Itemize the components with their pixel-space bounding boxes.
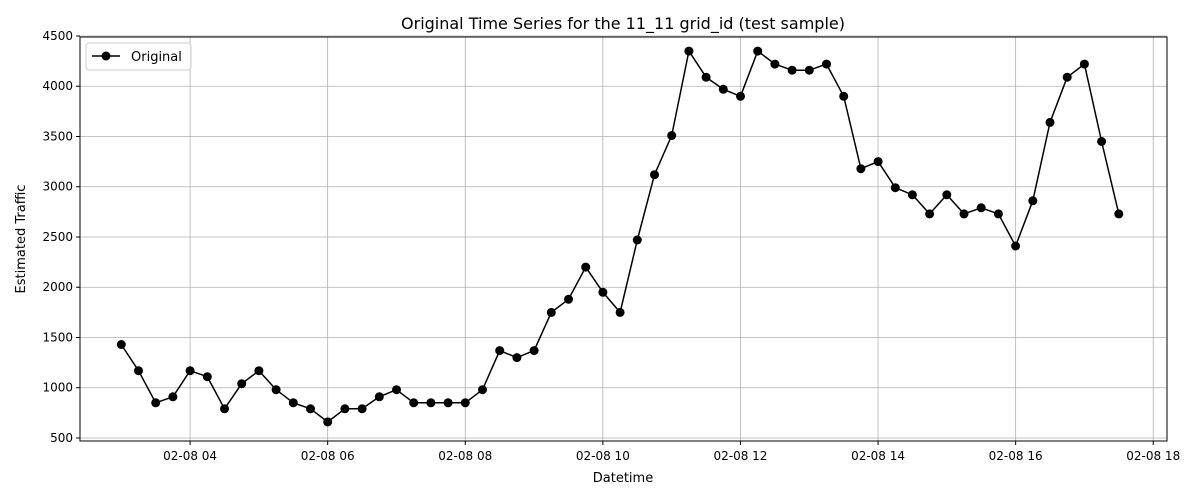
data-point: [151, 398, 161, 408]
data-point: [787, 65, 797, 75]
y-tick-label: 2000: [42, 280, 73, 294]
y-tick-label: 2500: [42, 230, 73, 244]
y-axis-ticks: 500 1000 1500 2000 2500 3000 3500 4000 4500: [42, 29, 80, 445]
data-point: [409, 398, 419, 408]
y-tick-label: 4500: [42, 29, 73, 43]
data-point: [271, 385, 281, 395]
data-point: [1097, 137, 1107, 146]
data-point: [822, 59, 831, 69]
y-tick-label: 500: [50, 431, 73, 445]
data-point: [495, 346, 505, 356]
chart-title: Original Time Series for the 11_11 grid_…: [401, 14, 845, 34]
data-point: [736, 91, 745, 101]
data-point: [976, 203, 986, 213]
data-point: [1011, 241, 1021, 251]
data-point: [168, 392, 178, 402]
data-point: [426, 398, 436, 408]
data-point: [374, 392, 384, 402]
data-point: [323, 417, 333, 427]
y-tick-label: 1500: [42, 330, 73, 344]
data-point: [1062, 72, 1072, 82]
data-point: [202, 372, 212, 382]
data-point: [753, 46, 763, 56]
y-tick-label: 3500: [42, 129, 73, 143]
y-tick-label: 4000: [42, 79, 73, 93]
x-tick-label: 02-08 18: [1126, 449, 1180, 463]
data-point: [512, 353, 522, 363]
data-point: [959, 209, 969, 219]
data-point: [632, 235, 642, 245]
data-point: [254, 366, 264, 376]
data-point: [1028, 196, 1038, 206]
data-point: [1045, 117, 1055, 127]
data-point: [598, 287, 608, 297]
x-tick-label: 02-08 10: [576, 449, 630, 463]
data-point: [220, 404, 229, 414]
data-point: [546, 307, 556, 317]
series-layer: [116, 46, 1124, 427]
data-point: [684, 46, 694, 56]
data-point: [615, 307, 625, 317]
legend: Original: [85, 42, 192, 71]
plot-frame: [79, 36, 1168, 442]
data-point: [839, 91, 849, 101]
y-tick-label: 3000: [42, 180, 73, 194]
data-point: [357, 404, 367, 414]
x-tick-label: 02-08 06: [301, 449, 355, 463]
x-tick-label: 02-08 08: [438, 449, 492, 463]
data-point: [718, 84, 728, 94]
x-tick-label: 02-08 04: [163, 449, 217, 463]
data-point: [873, 157, 883, 167]
x-tick-label: 02-08 12: [713, 449, 767, 463]
data-point: [925, 209, 935, 219]
data-point: [907, 190, 917, 200]
data-point: [306, 404, 315, 414]
legend-label-original: Original: [131, 50, 182, 65]
data-point: [237, 379, 247, 389]
data-point: [185, 366, 195, 376]
data-point: [650, 170, 659, 180]
legend-marker-swatch: [101, 51, 111, 61]
data-point: [288, 398, 298, 408]
data-point: [340, 404, 350, 414]
data-point: [443, 398, 453, 408]
data-point: [581, 262, 591, 272]
data-point: [942, 190, 952, 200]
data-point: [134, 366, 143, 376]
data-point: [1114, 209, 1124, 219]
data-point: [460, 398, 470, 408]
data-point: [667, 131, 677, 140]
data-point: [529, 346, 539, 356]
data-point: [856, 164, 866, 174]
data-point: [392, 385, 401, 395]
grid-lines: [80, 35, 1167, 441]
x-tick-label: 02-08 14: [851, 449, 905, 463]
x-tick-label: 02-08 16: [989, 449, 1043, 463]
y-axis-label: Estimated Traffic: [14, 185, 29, 294]
data-point: [478, 385, 487, 395]
data-point: [1079, 59, 1089, 69]
x-axis-label: Datetime: [593, 471, 653, 486]
x-axis-ticks: 02-08 04 02-08 06 02-08 08 02-08 10 02-08 12…: [163, 441, 1180, 463]
data-point: [701, 72, 711, 82]
data-point: [804, 65, 814, 75]
data-point: [770, 59, 780, 69]
data-point: [116, 340, 126, 349]
data-point: [993, 209, 1003, 219]
legend-box: [85, 42, 192, 71]
y-tick-label: 1000: [42, 381, 73, 395]
data-point: [564, 294, 573, 304]
data-point: [890, 183, 900, 193]
